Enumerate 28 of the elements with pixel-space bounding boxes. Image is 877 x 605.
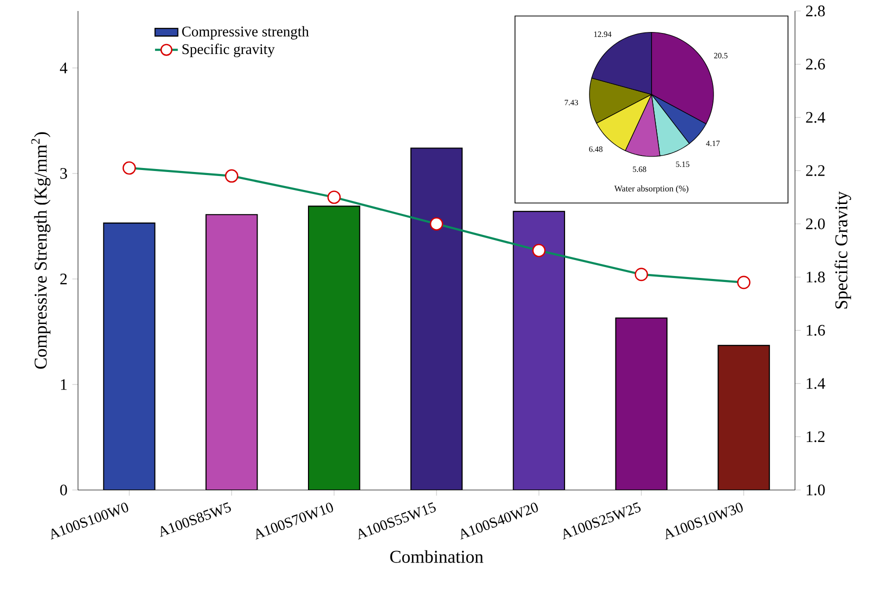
y-tick-label: 1 [61,379,67,390]
y2-tick-label: 2.8 [806,6,825,16]
y2-tick-label: 2.6 [806,58,825,70]
data-label: 6.48 [589,146,602,152]
y2-tick-label: 2.2 [806,165,825,176]
y2-tick-label: 1.0 [806,484,825,496]
y-tick-label: 0 [60,484,67,496]
x-axis-title: Combination [390,550,484,563]
data-label: 12.94 [594,32,612,37]
y2-tick-label: 2.0 [806,218,825,230]
y-tick-label: 4 [60,62,68,74]
y2-tick-label: 1.6 [806,324,825,336]
data-label: 5.15 [676,162,690,167]
text: Water absorption (%) [614,185,688,194]
legend-label: Specific gravity [182,44,275,58]
data-label: 5.68 [632,166,646,172]
y2-tick-label: 1.4 [806,378,826,389]
y2-axis-title: Specific Gravity [834,191,852,309]
legend-label: Compressive strength [182,26,309,40]
y-tick-label: 3 [60,168,67,179]
data-label: 7.43 [564,100,578,106]
y-tick-label: 2 [60,274,67,284]
data-label: 20.5 [714,52,728,58]
data-label: 4.17 [706,140,720,146]
y2-tick-label: 2.4 [806,112,826,123]
y2-tick-label: 1.8 [806,272,825,283]
y-axis-title: Compressive Strength (Kg/mm$^{2}$) [31,132,50,369]
y2-tick-label: 1.2 [806,431,825,442]
